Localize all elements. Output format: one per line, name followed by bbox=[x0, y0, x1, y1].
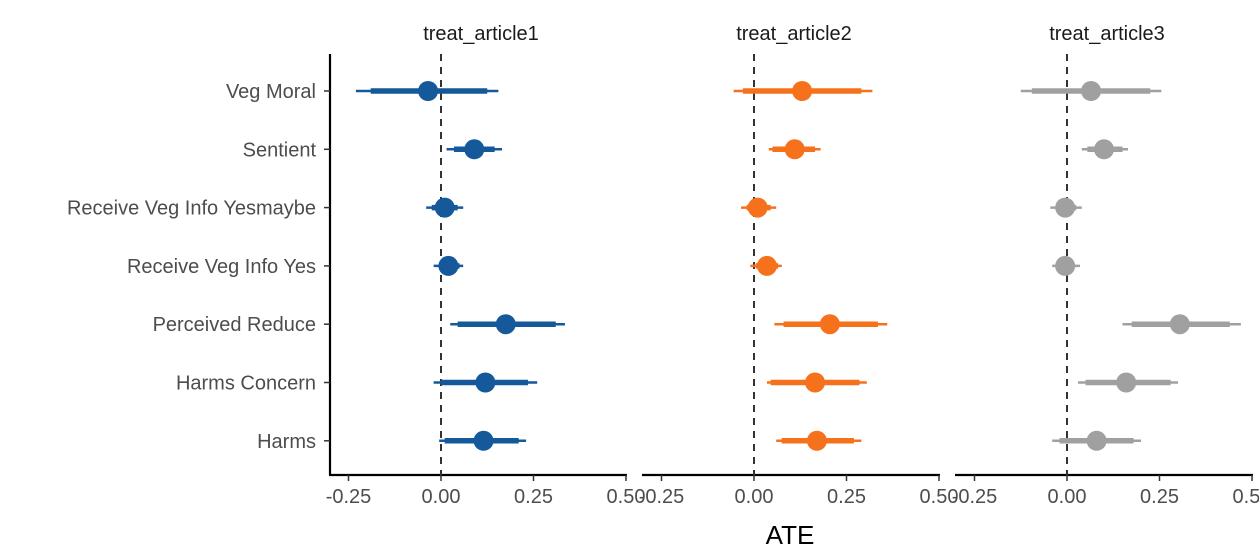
estimate-point bbox=[1055, 197, 1076, 218]
panels: -0.25 0.00 0.25 0.50-0.25 0.00 0.25 0.50-0.25 0… bbox=[326, 54, 1259, 508]
estimate-point bbox=[475, 372, 496, 393]
facet-title: treat_article2 bbox=[736, 23, 852, 45]
x-axis-title: ATE bbox=[766, 520, 815, 550]
x-tick-label: 0.00 bbox=[735, 486, 774, 508]
x-tick-label: 0.25 bbox=[1140, 486, 1179, 508]
estimate-point bbox=[1086, 430, 1107, 451]
x-tick-label: 0.50 bbox=[607, 486, 646, 508]
x-tick-label: 0.25 bbox=[514, 486, 553, 508]
panel-treat_article2: -0.25 0.00 0.25 0.50 bbox=[639, 54, 959, 508]
panel-treat_article3: -0.25 0.00 0.25 0.50 bbox=[952, 54, 1259, 508]
x-tick-label: -0.25 bbox=[326, 486, 372, 508]
estimate-point bbox=[1081, 81, 1102, 101]
estimate-point bbox=[418, 81, 439, 101]
x-tick-label: 0.00 bbox=[422, 486, 461, 508]
x-tick-label: 0.50 bbox=[1233, 486, 1259, 508]
facet-titles: treat_article1 treat_article2 treat_articl… bbox=[423, 23, 1165, 45]
category-labels: Veg Moral Sentient Receive Veg Info Yesmay… bbox=[67, 81, 317, 453]
category-label: Perceived Reduce bbox=[153, 314, 316, 336]
estimate-point bbox=[819, 314, 840, 335]
x-tick-label: 0.25 bbox=[827, 486, 866, 508]
estimate-point bbox=[784, 139, 805, 160]
estimate-point bbox=[756, 255, 777, 276]
estimate-point bbox=[806, 430, 827, 451]
estimate-point bbox=[495, 314, 516, 335]
panel-treat_article1: -0.25 0.00 0.25 0.50 bbox=[326, 54, 646, 508]
facet-title: treat_article1 bbox=[423, 23, 539, 45]
x-tick-label: -0.25 bbox=[639, 486, 685, 508]
estimate-point bbox=[1055, 255, 1076, 276]
estimate-point bbox=[1169, 314, 1190, 335]
estimate-point bbox=[464, 139, 485, 160]
estimate-point bbox=[1116, 372, 1137, 393]
facet-title: treat_article3 bbox=[1049, 23, 1165, 45]
x-tick-label: 0.00 bbox=[1048, 486, 1087, 508]
estimate-point bbox=[434, 197, 455, 218]
estimate-point bbox=[805, 372, 826, 393]
category-label: Sentient bbox=[243, 139, 317, 161]
x-tick-label: 0.50 bbox=[920, 486, 959, 508]
estimate-point bbox=[747, 197, 768, 218]
x-tick-label: -0.25 bbox=[952, 486, 998, 508]
category-label: Veg Moral bbox=[226, 81, 316, 103]
category-label: Harms Concern bbox=[176, 373, 316, 395]
estimate-point bbox=[473, 430, 494, 451]
category-label: Receive Veg Info Yesmaybe bbox=[67, 198, 316, 220]
estimate-point bbox=[438, 255, 459, 276]
y-axis bbox=[324, 54, 332, 475]
estimate-point bbox=[792, 81, 813, 101]
category-label: Receive Veg Info Yes bbox=[127, 256, 316, 278]
category-label: Harms bbox=[257, 431, 316, 453]
estimate-point bbox=[1094, 139, 1114, 160]
